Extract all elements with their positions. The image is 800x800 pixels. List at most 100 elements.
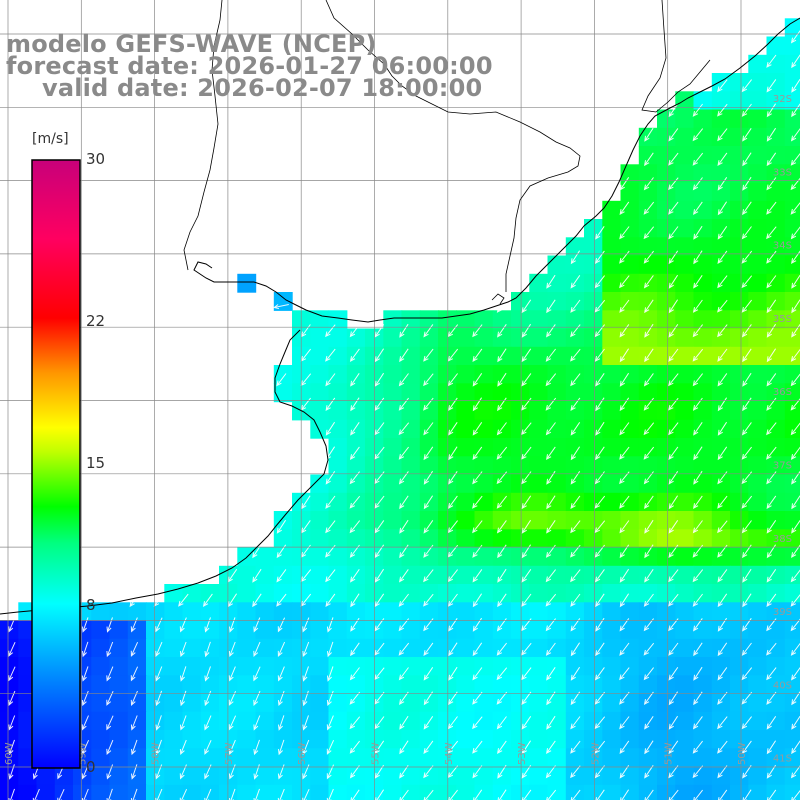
field-cell bbox=[547, 492, 567, 512]
field-cell bbox=[127, 784, 147, 800]
field-cell bbox=[730, 766, 749, 786]
field-cell bbox=[565, 438, 585, 457]
lat-label: 39S bbox=[773, 607, 792, 618]
field-cell bbox=[492, 438, 512, 457]
wind-arrow bbox=[741, 495, 753, 509]
field-cell bbox=[474, 620, 494, 640]
field-cell bbox=[766, 657, 786, 676]
lagoon-outline bbox=[491, 293, 505, 305]
lon-label: 60W bbox=[4, 742, 15, 765]
field-cell bbox=[164, 748, 184, 768]
wind-arrow bbox=[496, 520, 507, 534]
wind-arrow bbox=[252, 593, 262, 608]
wind-arrow bbox=[693, 275, 703, 289]
wind-arrow bbox=[179, 788, 188, 800]
field-cell bbox=[766, 273, 786, 293]
wind-arrow bbox=[472, 324, 483, 338]
field-cell bbox=[310, 657, 330, 676]
field-cell bbox=[346, 693, 366, 713]
wind-arrow bbox=[693, 642, 703, 657]
field-cell bbox=[620, 219, 640, 238]
field-cell bbox=[675, 584, 695, 603]
field-cell bbox=[328, 328, 348, 348]
field-cell bbox=[547, 748, 567, 768]
field-cell bbox=[91, 657, 111, 676]
field-cell bbox=[693, 529, 713, 549]
wind-arrow bbox=[693, 250, 703, 265]
field-cell bbox=[529, 292, 549, 311]
field-cell bbox=[547, 419, 567, 439]
wind-arrow bbox=[619, 372, 630, 387]
field-cell bbox=[638, 200, 658, 220]
field-cell bbox=[638, 711, 658, 731]
wind-arrow bbox=[278, 715, 285, 731]
field-cell bbox=[784, 383, 800, 403]
field-cell bbox=[492, 711, 512, 731]
field-cell bbox=[748, 346, 768, 366]
wind-arrow bbox=[472, 765, 483, 779]
axis-tick-labels: 32S 33S 34S 35S 36S 37S 38S 39S 40S 41S 60W 59W 58W 5… bbox=[4, 94, 792, 765]
wind-arrow bbox=[472, 691, 483, 705]
wind-arrow bbox=[692, 569, 704, 583]
wind-arrow bbox=[423, 667, 434, 681]
field-cell bbox=[675, 602, 695, 622]
wind-arrow bbox=[448, 642, 458, 657]
wind-arrow bbox=[399, 740, 409, 755]
wind-arrow bbox=[595, 446, 605, 461]
wind-arrow bbox=[619, 593, 630, 608]
field-cell bbox=[657, 438, 676, 457]
wind-arrow bbox=[570, 666, 581, 681]
field-cell bbox=[766, 620, 786, 640]
field-cell bbox=[456, 730, 476, 749]
wind-arrow bbox=[570, 250, 581, 265]
field-cell bbox=[383, 711, 403, 731]
field-cell bbox=[529, 346, 549, 366]
wind-arrow bbox=[668, 667, 679, 681]
wind-arrow bbox=[472, 716, 483, 730]
field-cell bbox=[730, 146, 749, 165]
field-cell bbox=[346, 748, 366, 768]
field-cell bbox=[657, 419, 676, 439]
field-cell bbox=[711, 547, 731, 567]
field-cell bbox=[529, 693, 549, 713]
field-cell bbox=[748, 638, 768, 658]
field-cell bbox=[766, 73, 786, 92]
field-cell bbox=[419, 419, 439, 439]
wind-arrow bbox=[82, 641, 89, 658]
wind-arrow bbox=[350, 642, 360, 657]
wind-arrow bbox=[742, 593, 752, 608]
wind-arrow bbox=[497, 593, 507, 608]
field-cell bbox=[711, 292, 731, 311]
wind-arrow bbox=[595, 397, 605, 412]
field-cell bbox=[547, 675, 567, 695]
wind-arrow bbox=[398, 446, 409, 460]
wind-arrow bbox=[791, 520, 800, 534]
field-cell bbox=[164, 693, 184, 713]
lon-label: 56W bbox=[297, 742, 308, 765]
field-cell bbox=[328, 584, 348, 603]
wind-arrow bbox=[790, 569, 800, 583]
field-cell bbox=[547, 346, 567, 366]
field-cell bbox=[456, 657, 476, 676]
field-cell bbox=[584, 273, 603, 293]
wind-arrow bbox=[766, 593, 777, 608]
field-cell bbox=[693, 584, 713, 603]
wind-arrow bbox=[693, 201, 703, 216]
wind-arrow bbox=[399, 765, 409, 779]
wind-arrow bbox=[741, 324, 752, 338]
field-cell bbox=[273, 383, 293, 403]
field-cell bbox=[346, 328, 366, 348]
lat-label: 40S bbox=[773, 680, 792, 691]
wind-arrow bbox=[693, 446, 703, 461]
field-cell bbox=[748, 784, 768, 800]
wind-arrow bbox=[791, 78, 800, 93]
wind-arrow bbox=[326, 739, 335, 755]
field-cell bbox=[328, 401, 348, 421]
field-cell bbox=[310, 711, 330, 731]
field-cell bbox=[237, 748, 257, 768]
field-cell bbox=[730, 273, 749, 293]
field-cell bbox=[693, 127, 713, 147]
wind-arrow bbox=[570, 495, 581, 510]
field-cell bbox=[602, 602, 622, 622]
field-cell bbox=[602, 365, 622, 384]
